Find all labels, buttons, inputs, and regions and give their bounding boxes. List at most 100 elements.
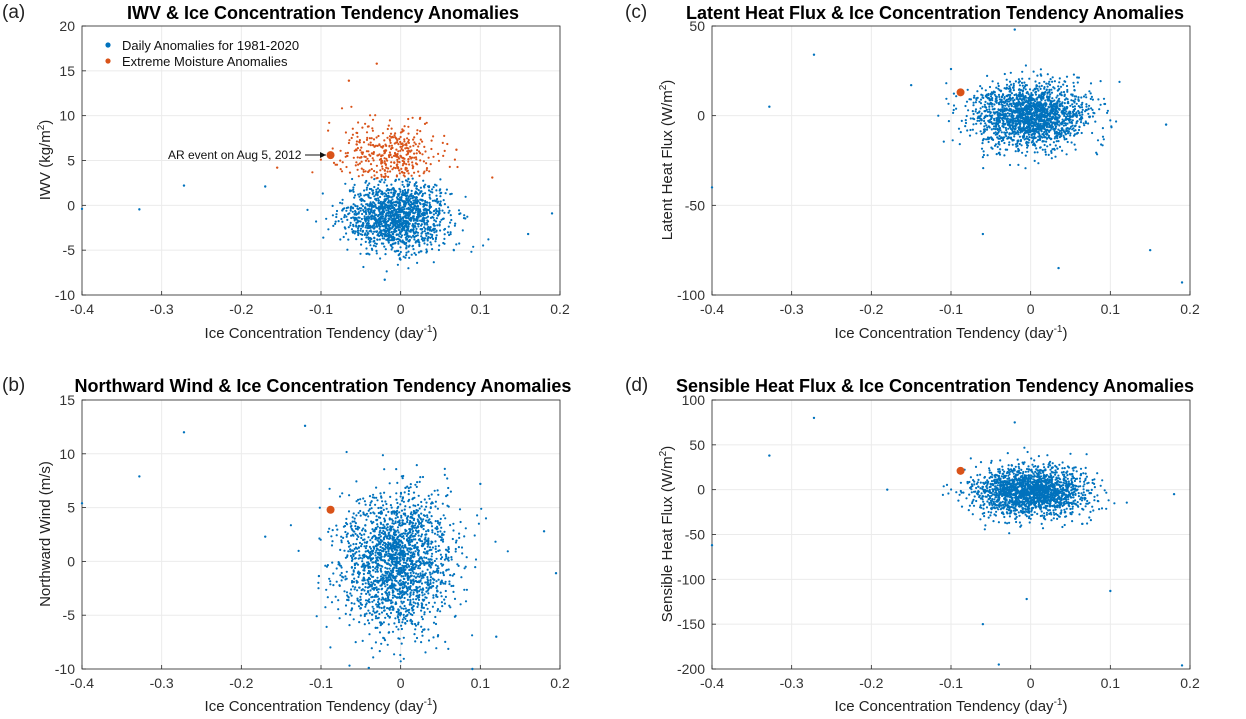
data-point (375, 496, 378, 499)
data-point (399, 217, 403, 220)
x-tick-label: -0.4 (700, 301, 724, 317)
data-point (311, 171, 314, 174)
data-point (388, 631, 391, 634)
data-point (377, 598, 380, 601)
legend-daily-marker (105, 42, 111, 48)
data-point (352, 555, 355, 558)
data-point (388, 155, 391, 159)
data-point (394, 617, 397, 620)
data-point (351, 206, 354, 209)
data-point (494, 540, 497, 543)
data-point (425, 248, 428, 251)
data-point (399, 563, 402, 566)
data-point (369, 557, 372, 560)
data-point (431, 237, 435, 240)
data-point (328, 527, 331, 530)
data-point (398, 637, 401, 640)
data-point (417, 549, 420, 552)
data-point (414, 241, 417, 244)
data-point (418, 174, 421, 177)
data-point (383, 532, 386, 535)
data-point (407, 550, 411, 553)
data-point (367, 580, 370, 583)
data-point (395, 468, 398, 471)
data-point (379, 545, 382, 548)
data-point (1024, 64, 1027, 67)
data-point (451, 574, 454, 577)
data-point (393, 134, 396, 137)
data-point (344, 604, 348, 607)
data-point (350, 524, 353, 528)
data-point (449, 574, 452, 577)
data-point (386, 587, 389, 590)
data-point (482, 244, 485, 247)
data-point (453, 597, 457, 601)
data-point (379, 624, 382, 627)
legend-daily-label: Daily Anomalies for 1981-2020 (122, 38, 299, 53)
data-point (349, 554, 353, 558)
data-point (414, 222, 417, 225)
data-point (418, 593, 421, 597)
data-point (381, 593, 384, 596)
x-tick-label: 0 (397, 301, 405, 317)
data-point (391, 214, 394, 217)
data-point (373, 185, 376, 189)
data-point (377, 588, 380, 591)
data-point (399, 612, 403, 616)
data-point (412, 217, 415, 220)
data-point (405, 534, 408, 538)
data-point (474, 558, 478, 561)
data-point (429, 241, 432, 244)
data-point (389, 542, 392, 545)
data-point (363, 538, 366, 541)
data-point (365, 229, 368, 232)
data-point (362, 513, 365, 516)
data-point (462, 217, 466, 220)
data-point (410, 581, 413, 584)
data-point (343, 524, 347, 528)
data-point (429, 233, 432, 236)
data-point (406, 566, 409, 569)
data-point (414, 162, 418, 165)
data-point (411, 245, 414, 248)
data-point (375, 206, 378, 210)
data-point (404, 568, 407, 571)
data-point (410, 174, 413, 177)
data-point (406, 613, 409, 616)
data-point (980, 87, 984, 90)
data-point (393, 541, 396, 545)
data-point (421, 606, 424, 609)
data-point (406, 169, 409, 172)
data-point (461, 229, 464, 232)
data-point (365, 512, 369, 515)
data-point (444, 548, 448, 551)
panel-c: (c) Latent Heat Flux & Ice Concentration… (625, 2, 1200, 342)
data-point (383, 609, 386, 612)
data-point (436, 590, 439, 593)
data-point (463, 214, 466, 217)
data-point (372, 561, 375, 564)
data-point (397, 535, 400, 539)
data-point (364, 582, 367, 585)
data-point (399, 215, 402, 218)
data-point (361, 204, 364, 208)
data-point (383, 520, 386, 523)
data-point (377, 199, 380, 202)
data-point (1009, 136, 1013, 139)
data-point (383, 195, 386, 198)
data-point (389, 141, 392, 144)
data-point (374, 626, 377, 629)
data-point (388, 567, 391, 570)
data-point (380, 160, 383, 164)
data-point (407, 138, 410, 142)
data-point (393, 203, 396, 207)
data-point (985, 124, 988, 127)
x-tick-label: -0.4 (70, 301, 94, 317)
data-point (376, 230, 379, 233)
data-point (447, 211, 450, 214)
data-point (318, 506, 321, 509)
data-point (1043, 143, 1046, 147)
data-point (427, 494, 430, 497)
data-point (1057, 140, 1060, 143)
data-point (343, 216, 346, 219)
